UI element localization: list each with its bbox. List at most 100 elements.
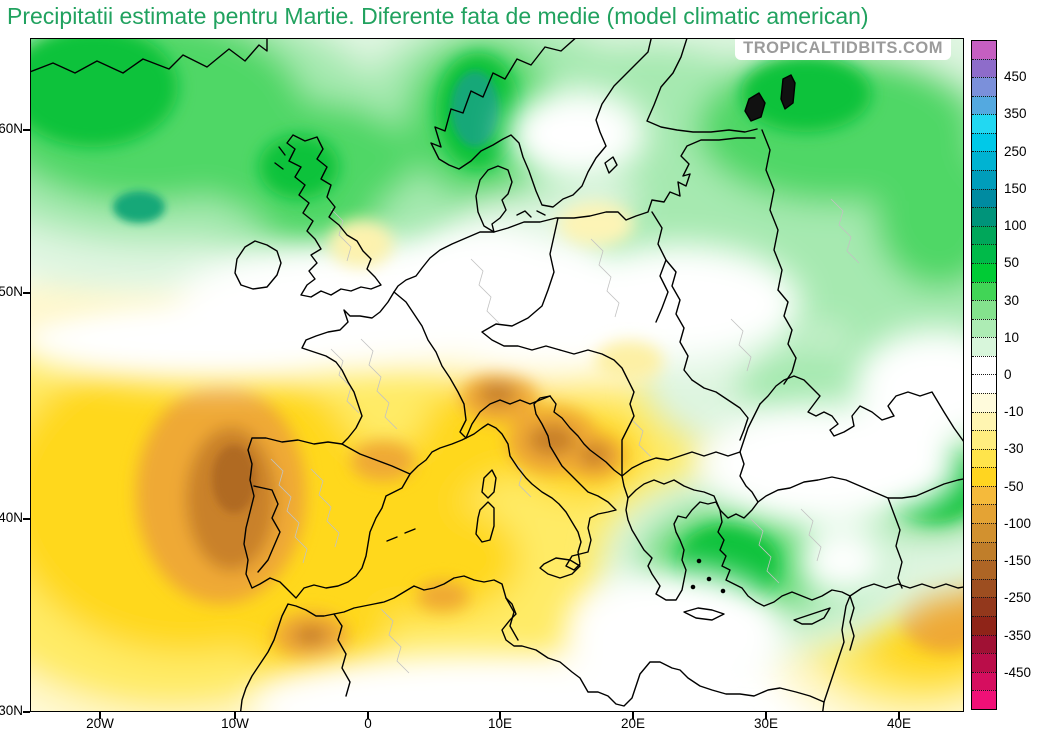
colorbar-cell: [972, 671, 996, 691]
border-belarus: [651, 211, 669, 323]
finland-coast: [646, 39, 758, 133]
border-danube: [621, 451, 741, 477]
black-sea-north-coast: [759, 375, 963, 442]
cyprus-coast: [793, 607, 831, 625]
colorbar-cell: [972, 448, 996, 468]
colorbar-cell: [972, 318, 996, 338]
border-ukraine-russia: [777, 289, 797, 385]
colorbar-cell: [972, 225, 996, 245]
lat-tick-label: 60N: [0, 121, 23, 136]
colorbar-label: -30: [1004, 441, 1024, 457]
colorbar-cell: [972, 523, 996, 542]
colorbar-label: 250: [1004, 143, 1027, 159]
colorbar-cell: [972, 41, 996, 59]
colorbar-cell: [972, 114, 996, 133]
colorbar-cell: [972, 411, 996, 431]
colorbar-cell: [972, 430, 996, 449]
lon-tick-mark: [99, 712, 101, 719]
colorbar-cell: [972, 467, 996, 486]
lake-ladoga: [744, 92, 766, 122]
lat-tick-label: 40N: [0, 510, 23, 525]
colorbar-cell: [972, 132, 996, 152]
lon-tick-mark: [234, 712, 236, 719]
colorbar-cell: [972, 615, 996, 635]
colorbar-cell: [972, 653, 996, 672]
lon-tick-label: 10E: [487, 716, 513, 731]
black-sea-west-coast: [739, 403, 761, 503]
colorbar-cell: [972, 300, 996, 319]
lake-onega: [780, 74, 796, 110]
colorbar-label: 0: [1004, 367, 1012, 382]
colorbar-cell: [972, 170, 996, 189]
colorbar-cell: [972, 58, 996, 78]
border-tunisia: [505, 597, 519, 641]
lon-tick-label: 0: [364, 716, 372, 731]
lon-tick-label: 30E: [753, 716, 779, 731]
border-russia-west: [761, 129, 783, 291]
sicily-coast: [539, 557, 581, 579]
lat-tick-mark: [23, 518, 30, 520]
colorbar-cell: [972, 188, 996, 208]
nw-europe-coast: [301, 231, 495, 445]
colorbar-cell: [972, 151, 996, 171]
coastlines-and-borders: [31, 39, 963, 711]
border-north-greece: [627, 479, 721, 511]
portugal-border: [253, 485, 281, 573]
colorbar-cell: [972, 541, 996, 561]
colorbar-cell: [972, 392, 996, 412]
turkey-north-coast: [719, 476, 963, 519]
colorbar-cell: [972, 207, 996, 226]
map-frame: TROPICALTIDBITS.COM: [30, 38, 964, 712]
baltic-coast: [493, 137, 756, 233]
colorbar-cell: [972, 560, 996, 579]
colorbar-cell: [972, 95, 996, 115]
lon-tick-mark: [367, 712, 369, 719]
turkey-levant-coast: [717, 509, 851, 711]
iberia-coast: [243, 437, 411, 599]
colorbar-cell: [972, 244, 996, 263]
lon-tick-label: 20W: [86, 716, 114, 731]
colorbar-cell: [972, 504, 996, 524]
denmark-coast: [475, 165, 513, 233]
colorbar-label: -150: [1004, 553, 1032, 569]
colorbar-cell: [972, 337, 996, 356]
africa-coast: [240, 575, 825, 711]
colorbar-cell: [972, 690, 996, 709]
colorbar-label: -50: [1004, 478, 1024, 494]
border-levant: [849, 595, 855, 651]
border-carpathia: [691, 379, 749, 441]
colorbar-cell: [972, 355, 996, 375]
britain-coast: [286, 134, 382, 298]
gotland-coast: [604, 156, 618, 174]
adriatic-greece-coast: [549, 395, 721, 601]
lon-tick-mark: [499, 712, 501, 719]
scandinavia-coast: [430, 39, 652, 208]
colorbar: [971, 40, 997, 710]
colorbar-label: 50: [1004, 255, 1020, 271]
colorbar-label: -250: [1004, 590, 1032, 606]
colorbar-label: -450: [1004, 664, 1032, 680]
colorbar-label: 100: [1004, 218, 1027, 234]
lon-tick-mark: [632, 712, 634, 719]
crete-coast: [683, 607, 725, 621]
colorbar-cell: [972, 597, 996, 616]
lat-tick-mark: [23, 129, 30, 131]
border-alps: [465, 395, 551, 439]
border-turkey-east: [849, 583, 963, 597]
lat-tick-label: 50N: [0, 284, 23, 299]
lon-tick-mark: [765, 712, 767, 719]
admin-boundaries: [270, 198, 860, 674]
italy-coast: [409, 395, 617, 571]
watermark: TROPICALTIDBITS.COM: [735, 39, 951, 60]
europe-precip-anomaly-map: [31, 39, 963, 711]
lon-tick-label: 20E: [620, 716, 646, 731]
ireland-coast: [234, 240, 282, 290]
colorbar-label: 30: [1004, 292, 1020, 308]
colorbar-cell: [972, 578, 996, 598]
page-title: Precipitatii estimate pentru Martie. Dif…: [7, 3, 869, 29]
colorbar-cell: [972, 485, 996, 505]
colorbar-label: 10: [1004, 329, 1020, 345]
lat-tick-label: 30N: [0, 703, 23, 718]
colorbar-label: 150: [1004, 180, 1027, 196]
